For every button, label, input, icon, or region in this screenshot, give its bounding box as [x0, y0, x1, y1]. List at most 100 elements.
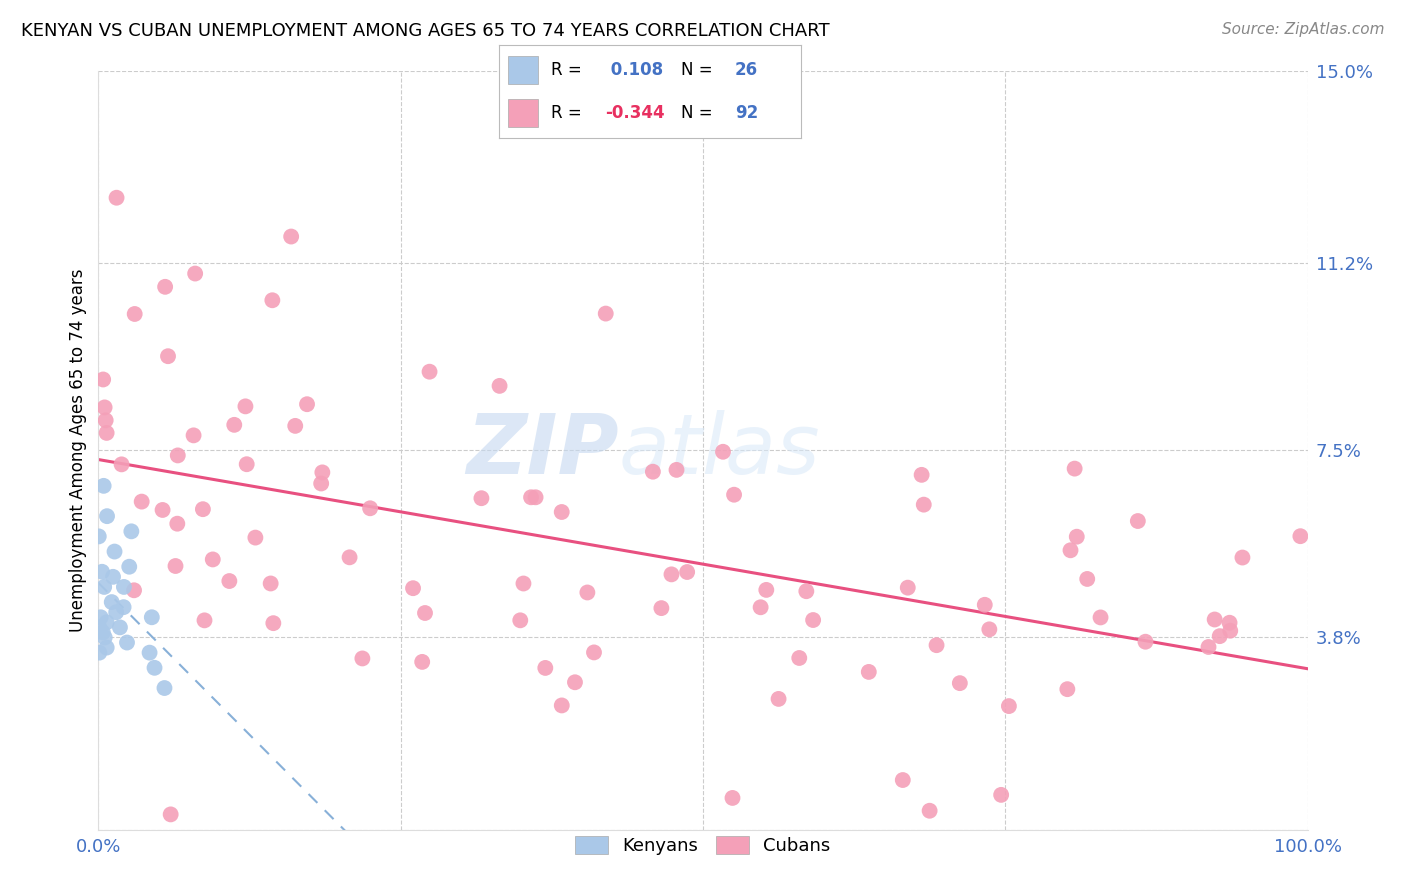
Point [339, 550, 361, 565]
Point [1204, 612, 1226, 626]
Point [112, 600, 135, 615]
Point [280, 229, 302, 244]
Point [201, 552, 224, 566]
Point [721, 791, 744, 805]
Point [108, 620, 131, 634]
Text: KENYAN VS CUBAN UNEMPLOYMENT AMONG AGES 65 TO 74 YEARS CORRELATION CHART: KENYAN VS CUBAN UNEMPLOYMENT AMONG AGES … [21, 22, 830, 40]
Point [711, 444, 734, 458]
Point [101, 570, 124, 584]
Text: N =: N = [681, 104, 717, 122]
Point [910, 467, 932, 482]
Point [96, 425, 118, 440]
Legend: Kenyans, Cubans: Kenyans, Cubans [568, 829, 838, 863]
Point [295, 397, 318, 411]
Point [551, 698, 574, 713]
Point [359, 501, 381, 516]
Point [1198, 640, 1220, 654]
Point [858, 665, 880, 679]
Point [949, 676, 972, 690]
Point [166, 449, 188, 463]
Point [165, 559, 187, 574]
Point [311, 466, 333, 480]
Point [87, 529, 110, 543]
Point [1056, 682, 1078, 697]
Point [650, 601, 672, 615]
Point [1209, 629, 1232, 643]
Point [801, 613, 824, 627]
Text: Source: ZipAtlas.com: Source: ZipAtlas.com [1222, 22, 1385, 37]
Point [103, 544, 125, 558]
Point [153, 280, 176, 294]
Point [1135, 634, 1157, 648]
Point [1063, 461, 1085, 475]
Point [93, 401, 115, 415]
Point [1076, 572, 1098, 586]
Point [1289, 529, 1312, 543]
Point [112, 580, 135, 594]
Point [413, 606, 436, 620]
Point [120, 524, 142, 539]
Point [143, 661, 166, 675]
Point [755, 582, 778, 597]
Point [787, 651, 810, 665]
Point [891, 772, 914, 787]
Point [534, 661, 557, 675]
Point [105, 191, 128, 205]
Point [676, 565, 699, 579]
Point [768, 692, 790, 706]
Point [1090, 610, 1112, 624]
Point [284, 418, 307, 433]
Point [897, 581, 920, 595]
FancyBboxPatch shape [508, 99, 538, 127]
Point [91, 625, 114, 640]
Point [131, 494, 153, 508]
Point [245, 531, 267, 545]
Point [520, 490, 543, 504]
Point [661, 567, 683, 582]
Text: 92: 92 [735, 104, 758, 122]
Point [235, 457, 257, 471]
Text: atlas: atlas [619, 410, 820, 491]
Point [96, 640, 118, 655]
Point [224, 417, 246, 432]
Text: -0.344: -0.344 [605, 104, 665, 122]
Point [641, 465, 664, 479]
Point [749, 600, 772, 615]
Point [260, 576, 283, 591]
Point [89, 646, 111, 660]
Point [1059, 543, 1081, 558]
Text: R =: R = [551, 61, 586, 78]
Point [166, 516, 188, 531]
Point [595, 307, 617, 321]
Point [665, 463, 688, 477]
FancyBboxPatch shape [508, 56, 538, 84]
Point [141, 610, 163, 624]
Point [1232, 550, 1254, 565]
Point [1066, 530, 1088, 544]
Point [262, 616, 284, 631]
Point [990, 788, 1012, 802]
Point [115, 635, 138, 649]
Point [91, 565, 114, 579]
Y-axis label: Unemployment Among Ages 65 to 74 years: Unemployment Among Ages 65 to 74 years [69, 268, 87, 632]
Point [576, 585, 599, 599]
Point [309, 476, 332, 491]
Point [183, 428, 205, 442]
Point [1126, 514, 1149, 528]
Point [105, 605, 128, 619]
Point [509, 613, 531, 627]
Point [159, 807, 181, 822]
Text: R =: R = [551, 104, 586, 122]
Point [524, 491, 547, 505]
Point [118, 559, 141, 574]
Point [794, 584, 817, 599]
Point [918, 804, 941, 818]
Point [582, 645, 605, 659]
Point [96, 509, 118, 524]
Point [979, 623, 1001, 637]
Point [153, 681, 176, 695]
Text: 26: 26 [735, 61, 758, 78]
Point [973, 598, 995, 612]
Point [93, 580, 115, 594]
Point [100, 595, 122, 609]
